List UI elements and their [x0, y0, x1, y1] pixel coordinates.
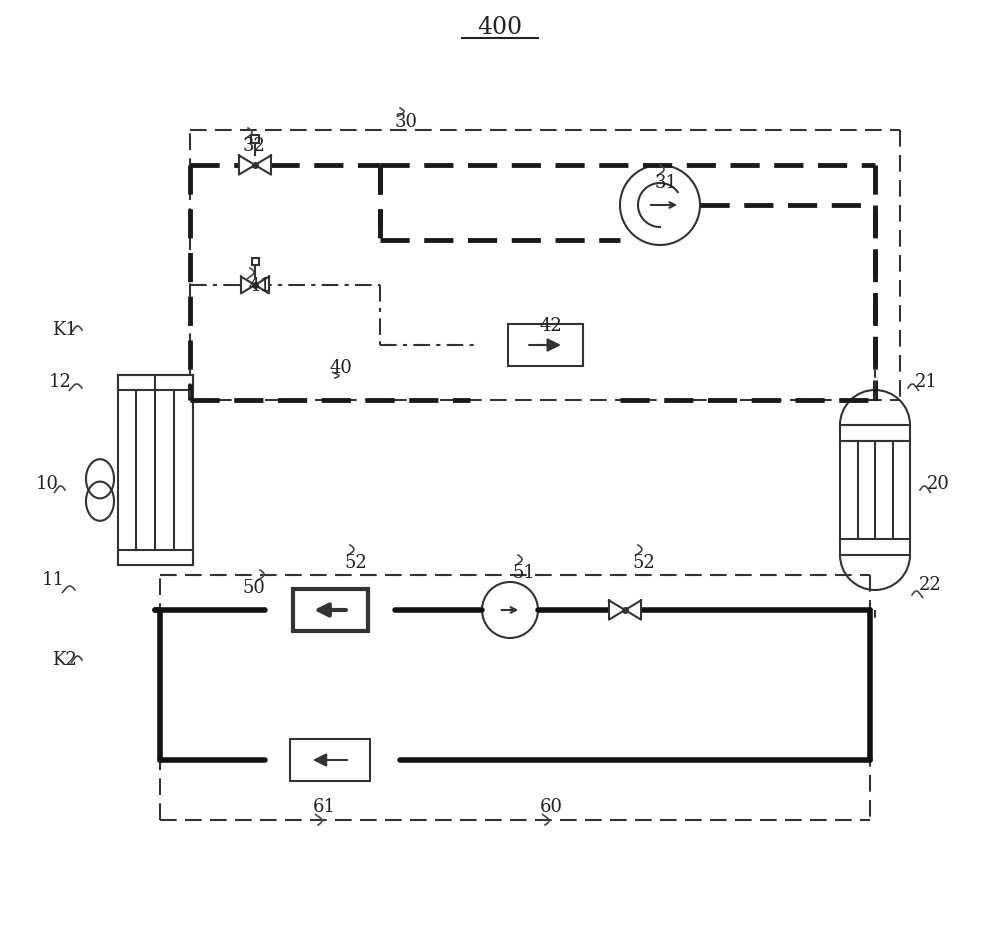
Polygon shape — [241, 276, 255, 293]
Bar — [840, 425, 910, 555]
Bar — [292, 589, 368, 631]
Text: 52: 52 — [633, 554, 655, 572]
Polygon shape — [239, 155, 255, 175]
Text: 42: 42 — [540, 317, 562, 336]
Text: 60: 60 — [540, 798, 562, 816]
Text: 30: 30 — [394, 113, 418, 131]
Bar — [118, 550, 192, 565]
Text: 50: 50 — [243, 579, 265, 597]
Text: 32: 32 — [243, 137, 265, 155]
Bar — [118, 375, 192, 391]
Text: K1: K1 — [52, 321, 76, 339]
Text: 40: 40 — [330, 359, 352, 378]
Text: 21: 21 — [915, 373, 937, 391]
Bar — [252, 259, 258, 265]
Text: 400: 400 — [477, 17, 523, 39]
Bar — [290, 739, 370, 781]
Text: 51: 51 — [513, 564, 535, 582]
Text: 52: 52 — [345, 554, 367, 572]
Text: 20: 20 — [927, 475, 949, 493]
Bar — [118, 375, 192, 565]
Polygon shape — [255, 155, 271, 175]
Bar — [251, 135, 259, 142]
Polygon shape — [255, 276, 269, 293]
Polygon shape — [609, 601, 625, 619]
Text: 41: 41 — [248, 277, 271, 295]
Polygon shape — [625, 601, 641, 619]
Text: 11: 11 — [42, 571, 65, 590]
Text: 61: 61 — [312, 798, 336, 816]
Text: 10: 10 — [36, 475, 58, 493]
Text: 22: 22 — [919, 577, 941, 594]
Text: K2: K2 — [52, 651, 76, 669]
Text: 12: 12 — [49, 373, 72, 391]
Bar — [508, 324, 582, 366]
Text: 31: 31 — [654, 174, 678, 192]
